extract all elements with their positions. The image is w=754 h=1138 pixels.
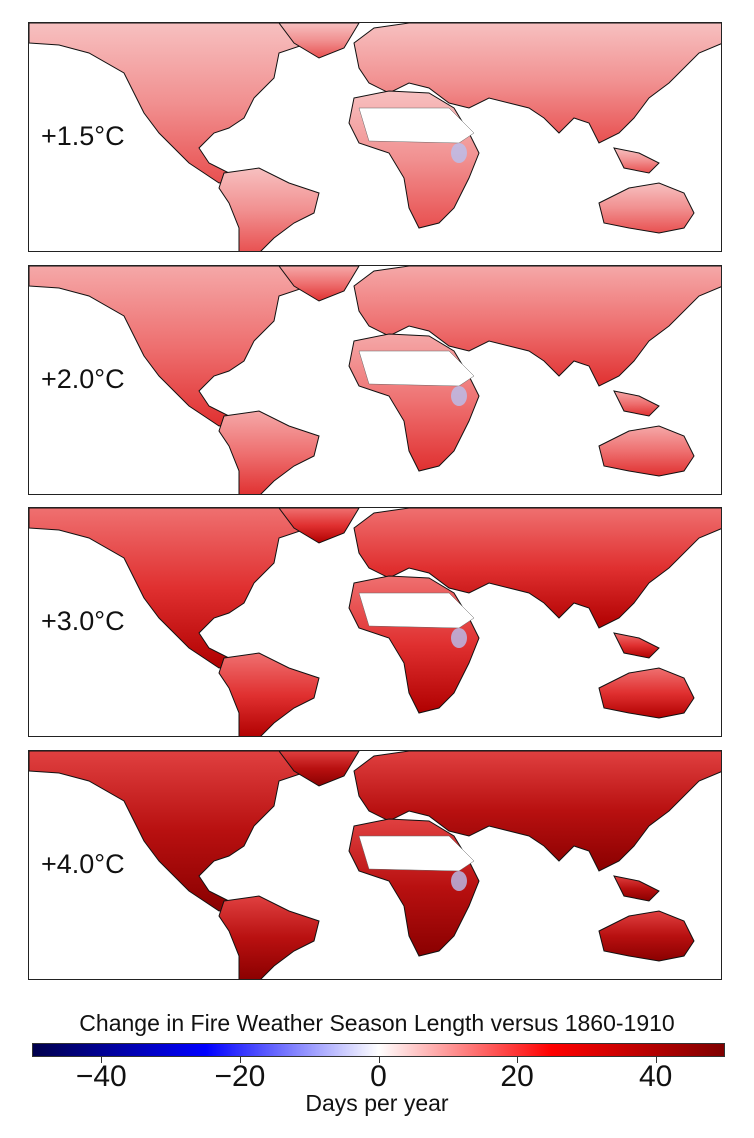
south-america-region [218, 652, 320, 736]
world-map [29, 751, 721, 979]
colorbar [32, 1043, 725, 1057]
europe-asia-region [353, 751, 721, 872]
world-map [29, 266, 721, 494]
south-america-region [218, 167, 320, 251]
north-america-region [29, 23, 330, 184]
map-panel-1: +1.5°C [28, 22, 722, 252]
europe-asia-region [353, 23, 721, 144]
australia-region [598, 425, 695, 477]
east-africa-decrease-region [451, 143, 467, 163]
east-africa-decrease-region [451, 628, 467, 648]
sahara-no-data-region [358, 835, 475, 872]
australia-region [598, 667, 695, 719]
north-america-region [29, 751, 330, 912]
panel-label: +1.5°C [41, 121, 125, 151]
map-panel-3: +3.0°C [28, 507, 722, 737]
colorbar-tick-label: 40 [639, 1060, 673, 1093]
east-africa-decrease-region [451, 386, 467, 406]
panel-label: +4.0°C [41, 849, 125, 879]
colorbar-tick [655, 1057, 657, 1063]
north-america-region [29, 266, 330, 427]
north-america-region [29, 508, 330, 669]
colorbar-tick-label: 20 [500, 1060, 534, 1093]
europe-asia-region [353, 508, 721, 629]
colorbar-tick [101, 1057, 103, 1063]
se-asia-islands-region [613, 875, 660, 902]
colorbar-title: Change in Fire Weather Season Length ver… [79, 1010, 675, 1036]
se-asia-islands-region [613, 147, 660, 174]
greenland-region [278, 751, 360, 787]
panel-label: +3.0°C [41, 606, 125, 636]
map-panel-4: +4.0°C [28, 750, 722, 980]
colorbar-tick [378, 1057, 380, 1063]
colorbar-tick-label: −40 [75, 1060, 127, 1093]
europe-asia-region [353, 266, 721, 387]
sahara-no-data-region [358, 350, 475, 387]
colorbar-tick-label: −20 [214, 1060, 266, 1093]
colorbar-tick [239, 1057, 241, 1063]
colorbar-tick [517, 1057, 519, 1063]
australia-region [598, 910, 695, 962]
world-map [29, 23, 721, 251]
south-america-region [218, 410, 320, 494]
sahara-no-data-region [358, 592, 475, 629]
greenland-region [278, 508, 360, 544]
sahara-no-data-region [358, 107, 475, 144]
greenland-region [278, 266, 360, 302]
se-asia-islands-region [613, 390, 660, 417]
east-africa-decrease-region [451, 871, 467, 891]
panel-label: +2.0°C [41, 364, 125, 394]
australia-region [598, 182, 695, 234]
south-america-region [218, 895, 320, 979]
map-panel-2: +2.0°C [28, 265, 722, 495]
greenland-region [278, 23, 360, 59]
se-asia-islands-region [613, 632, 660, 659]
world-map [29, 508, 721, 736]
colorbar-unit-label: Days per year [305, 1090, 449, 1116]
colorbar-tick-label: 0 [370, 1060, 387, 1093]
